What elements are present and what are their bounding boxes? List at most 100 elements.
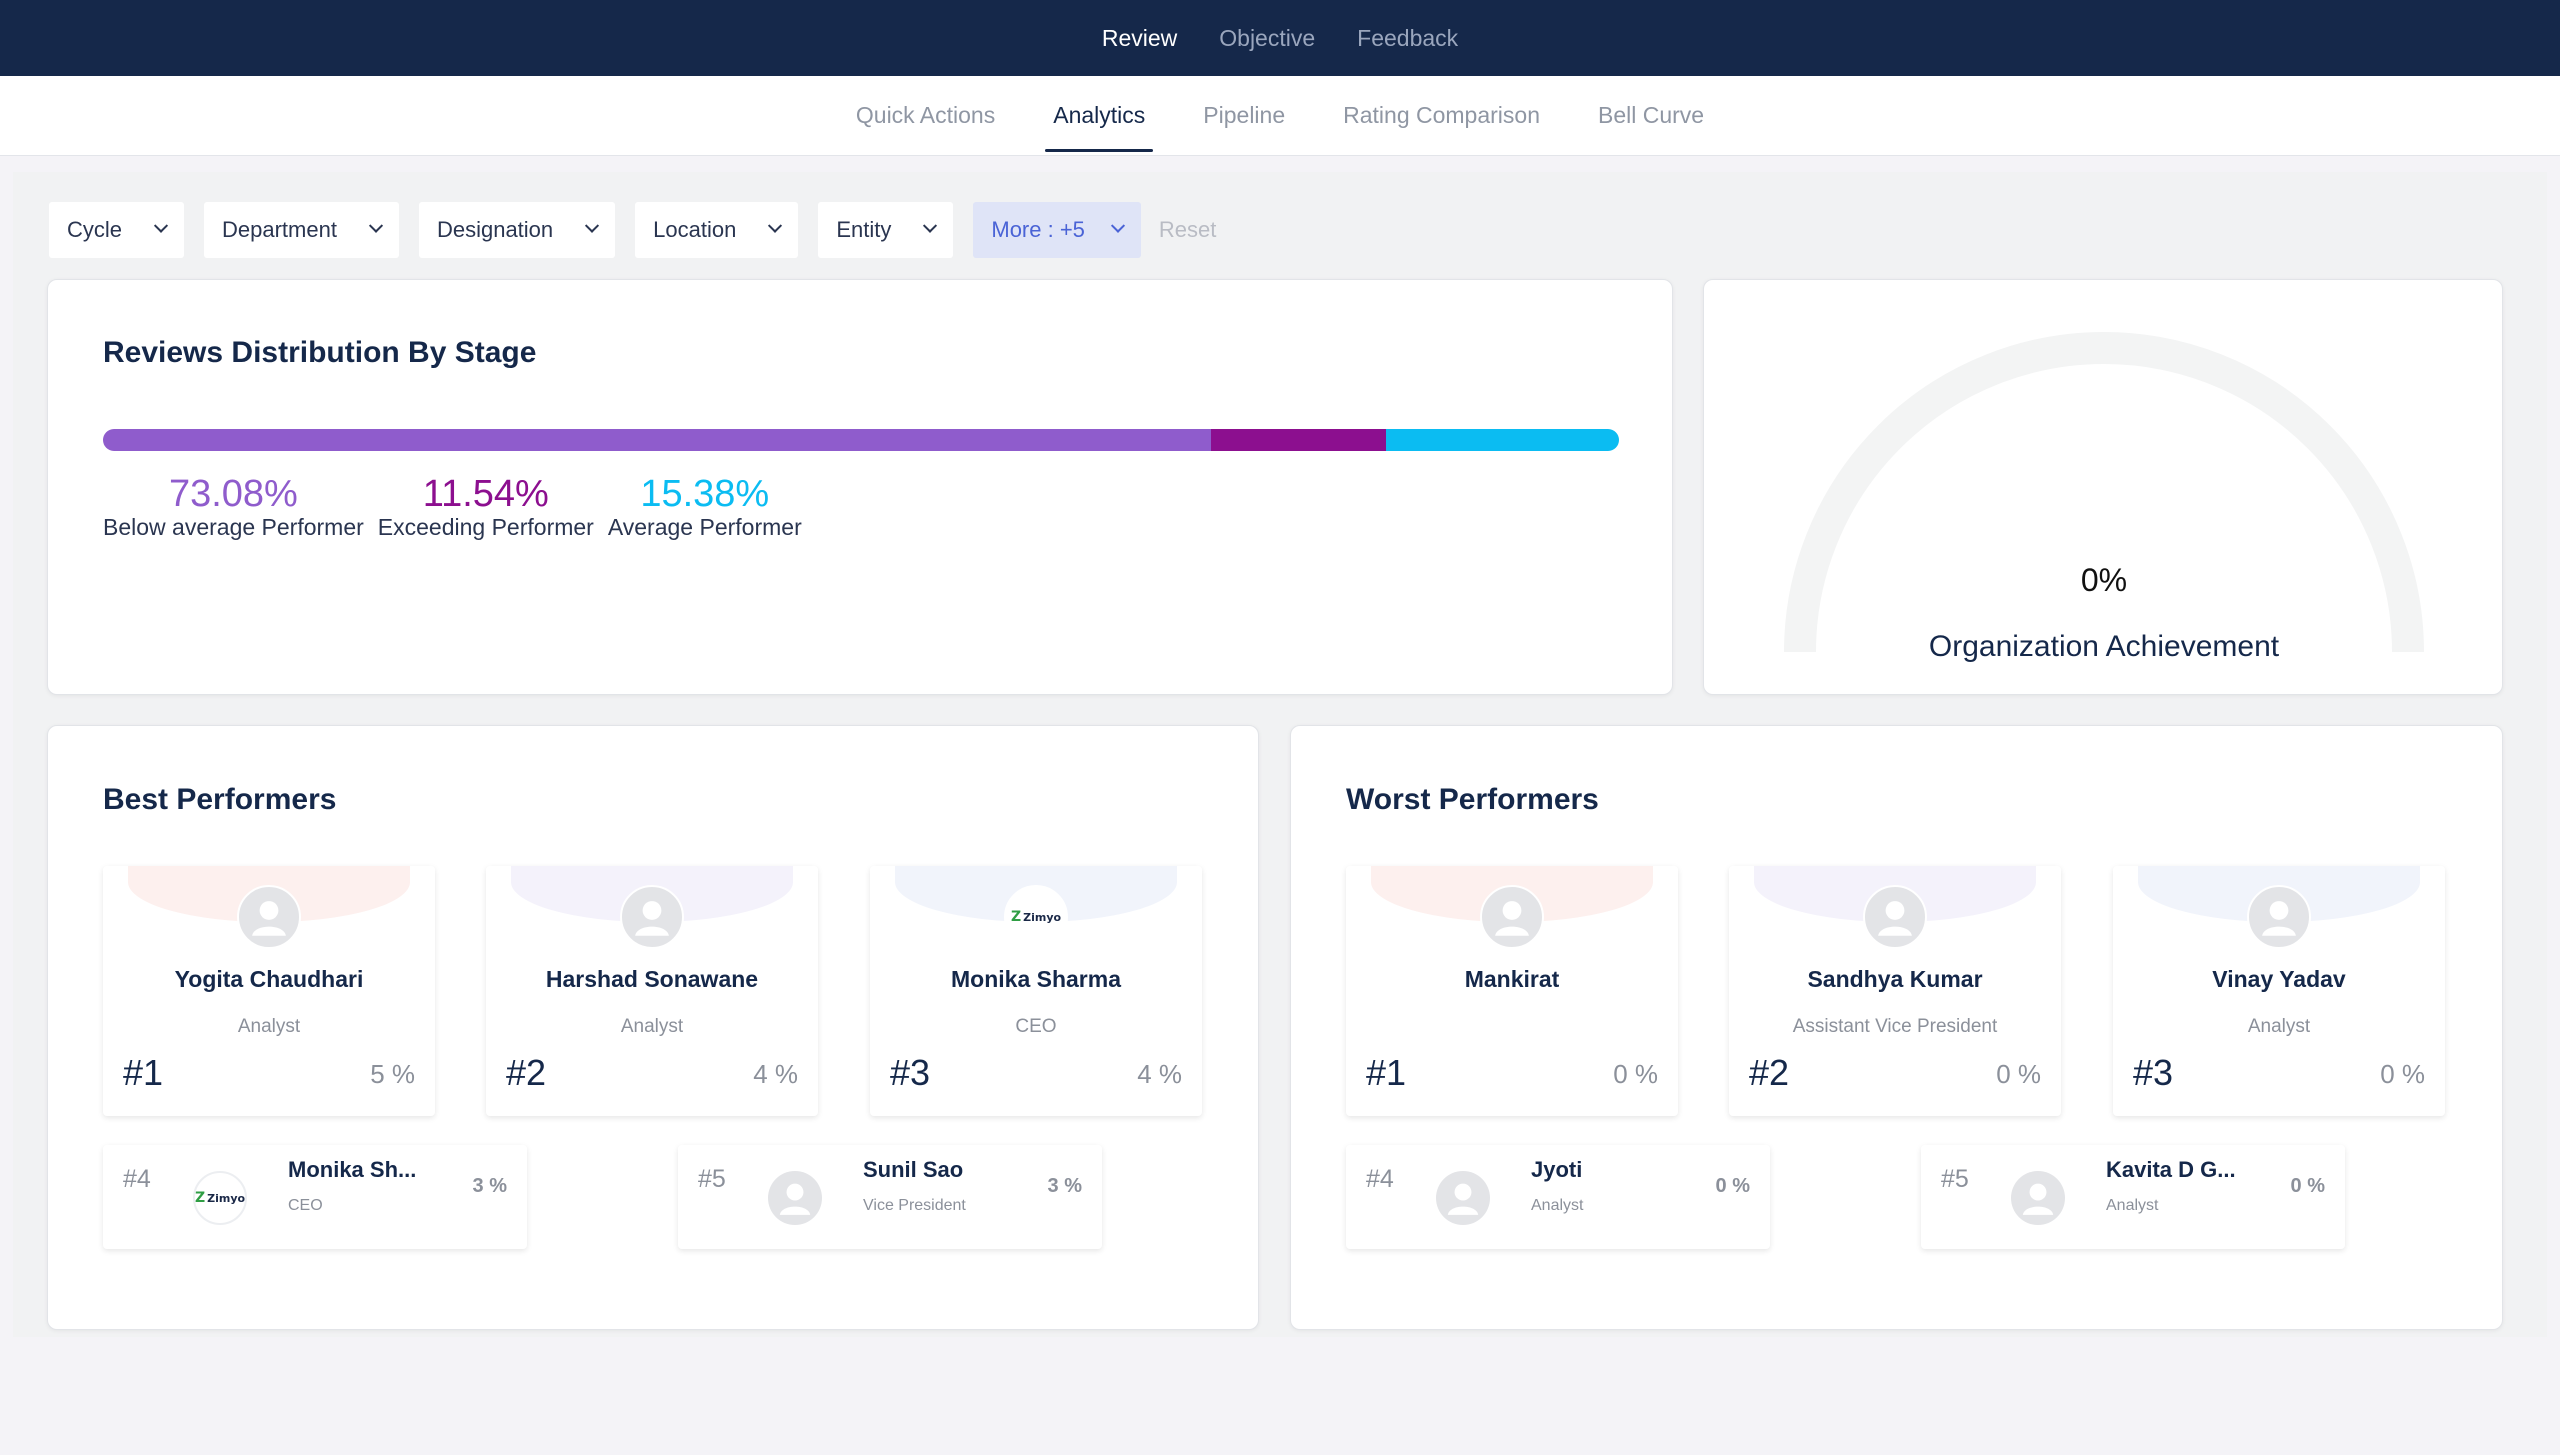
- performer-rank: #5: [698, 1165, 726, 1193]
- entity-filter[interactable]: Entity: [818, 202, 954, 258]
- performer-card[interactable]: Yogita Chaudhari Analyst #1 5 %: [103, 866, 435, 1116]
- worst-performers-title: Worst Performers: [1346, 783, 1599, 816]
- location-filter-label: Location: [653, 217, 737, 242]
- performer-role: Analyst: [2247, 1016, 2311, 1037]
- performer-name: Sandhya Kumar: [1807, 966, 1983, 992]
- distribution-segment-average: [1385, 429, 1619, 451]
- reset-button[interactable]: Reset: [1158, 217, 1217, 242]
- performer-mini-card[interactable]: #4 Jyoti Analyst 0 %: [1346, 1145, 1770, 1249]
- performer-rank: #2: [1749, 1052, 1790, 1093]
- chevron-down-icon: [368, 218, 384, 233]
- location-filter[interactable]: Location: [635, 202, 799, 258]
- cycle-filter-label: Cycle: [67, 217, 123, 242]
- distribution-segment-exceeding: [1210, 429, 1386, 451]
- best-performers-card: Best Performers Yogita Chaudhari Analyst…: [47, 725, 1259, 1330]
- performer-score: 0 %: [1613, 1059, 1658, 1089]
- legend-pct: 11.54%: [422, 473, 549, 515]
- avatar: [1480, 885, 1544, 949]
- performer-card[interactable]: Mankirat #1 0 %: [1346, 866, 1678, 1116]
- person-icon: [779, 1183, 811, 1215]
- performer-role: Analyst: [2106, 1197, 2159, 1214]
- performer-role: Analyst: [1531, 1197, 1584, 1214]
- chevron-down-icon: [153, 218, 169, 233]
- more-filters-button[interactable]: More : +5: [973, 202, 1141, 258]
- sub-tab-bar: Quick Actions Analytics Pipeline Rating …: [0, 76, 2560, 156]
- performer-score: 0 %: [2290, 1175, 2325, 1197]
- performer-role: Vice President: [863, 1197, 966, 1214]
- achievement-value: 0%: [2080, 562, 2128, 598]
- top-navigation: Review Objective Feedback: [0, 0, 2560, 76]
- more-filters-label: More : +5: [991, 217, 1085, 242]
- entity-filter-label: Entity: [836, 217, 892, 242]
- performer-name: Yogita Chaudhari: [174, 966, 364, 992]
- avatar: [620, 885, 684, 949]
- performer-mini-card[interactable]: #4 Z Zimyo Monika Sh... CEO 3 %: [103, 1145, 527, 1249]
- performer-score: 0 %: [1996, 1059, 2041, 1089]
- nav-review[interactable]: Review: [1101, 24, 1178, 51]
- person-icon: [1447, 1183, 1479, 1215]
- best-performers-title: Best Performers: [103, 783, 337, 816]
- chevron-down-icon: [1110, 218, 1125, 233]
- performer-card[interactable]: Z Zimyo Monika Sharma CEO #3 4 %: [870, 866, 1202, 1116]
- chevron-down-icon: [585, 218, 600, 233]
- distribution-legend: 73.08% Below average Performer 11.54% Ex…: [103, 472, 802, 541]
- nav-objective[interactable]: Objective: [1219, 24, 1316, 51]
- performer-score: 0 %: [1715, 1175, 1750, 1197]
- tab-analytics[interactable]: Analytics: [1045, 76, 1154, 156]
- performer-name: Vinay Yadav: [2212, 966, 2346, 992]
- legend-label: Exceeding Performer: [377, 514, 594, 540]
- person-icon: [2022, 1183, 2054, 1215]
- performer-card[interactable]: Vinay Yadav Analyst #3 0 %: [2113, 866, 2445, 1116]
- achievement-label: Organization Achievement: [1928, 630, 2280, 663]
- performer-score: 4 %: [753, 1059, 798, 1089]
- performer-role: Analyst: [237, 1016, 301, 1037]
- legend-pct: 15.38%: [640, 473, 770, 515]
- nav-feedback[interactable]: Feedback: [1357, 24, 1459, 51]
- performer-mini-card[interactable]: #5 Sunil Sao Vice President 3 %: [678, 1145, 1102, 1249]
- legend-item-average: 15.38% Average Performer: [608, 472, 802, 541]
- person-icon: [1878, 901, 1912, 936]
- performer-score: 0 %: [2380, 1059, 2425, 1089]
- legend-label: Below average Performer: [103, 514, 364, 540]
- performer-rank: #4: [1366, 1165, 1394, 1193]
- performer-name: Harshad Sonawane: [545, 966, 759, 992]
- person-icon: [252, 901, 286, 936]
- performer-rank: #1: [1366, 1052, 1407, 1093]
- distribution-bar: [103, 429, 1619, 451]
- performer-name: Kavita D G...: [2106, 1157, 2236, 1182]
- person-icon: [1495, 901, 1529, 936]
- cycle-filter[interactable]: Cycle: [49, 202, 185, 258]
- analytics-content: Cycle Department Designation Location En…: [13, 172, 2547, 1337]
- department-filter-label: Department: [222, 217, 337, 242]
- tab-rating-comparison[interactable]: Rating Comparison: [1343, 102, 1540, 128]
- performer-card[interactable]: Harshad Sonawane Analyst #2 4 %: [486, 866, 818, 1116]
- legend-item-exceeding: 11.54% Exceeding Performer: [378, 472, 594, 541]
- tab-pipeline[interactable]: Pipeline: [1203, 102, 1286, 128]
- zimyo-logo-icon: Z Zimyo: [1010, 909, 1062, 925]
- worst-performers-card: Worst Performers Mankirat #1 0 % Sandhya…: [1290, 725, 2503, 1330]
- department-filter[interactable]: Department: [204, 202, 399, 258]
- legend-item-below-average: 73.08% Below average Performer: [103, 472, 364, 541]
- performer-name: Mankirat: [1464, 966, 1560, 992]
- performer-rank: #4: [123, 1165, 151, 1193]
- avatar: [2247, 885, 2311, 949]
- designation-filter[interactable]: Designation: [418, 202, 616, 258]
- performer-name: Monika Sharma: [951, 966, 1121, 992]
- performer-role: Assistant Vice President: [1792, 1016, 1998, 1037]
- organization-achievement-card: 0% Organization Achievement: [1703, 279, 2503, 695]
- avatar: [1863, 885, 1927, 949]
- reviews-distribution-title: Reviews Distribution By Stage: [103, 336, 537, 369]
- performer-role: CEO: [288, 1197, 323, 1214]
- legend-label: Average Performer: [607, 514, 802, 540]
- avatar: [1436, 1171, 1490, 1225]
- distribution-segment-below-average: [103, 429, 1211, 451]
- performer-mini-card[interactable]: #5 Kavita D G... Analyst 0 %: [1921, 1145, 2345, 1249]
- performer-card[interactable]: Sandhya Kumar Assistant Vice President #…: [1729, 866, 2061, 1116]
- performer-role: CEO: [1015, 1016, 1057, 1037]
- tab-quick-actions[interactable]: Quick Actions: [855, 102, 996, 128]
- performer-rank: #1: [123, 1052, 164, 1093]
- designation-filter-label: Designation: [436, 217, 554, 242]
- chevron-down-icon: [923, 218, 938, 233]
- avatar: [2011, 1171, 2065, 1225]
- tab-bell-curve[interactable]: Bell Curve: [1598, 102, 1705, 128]
